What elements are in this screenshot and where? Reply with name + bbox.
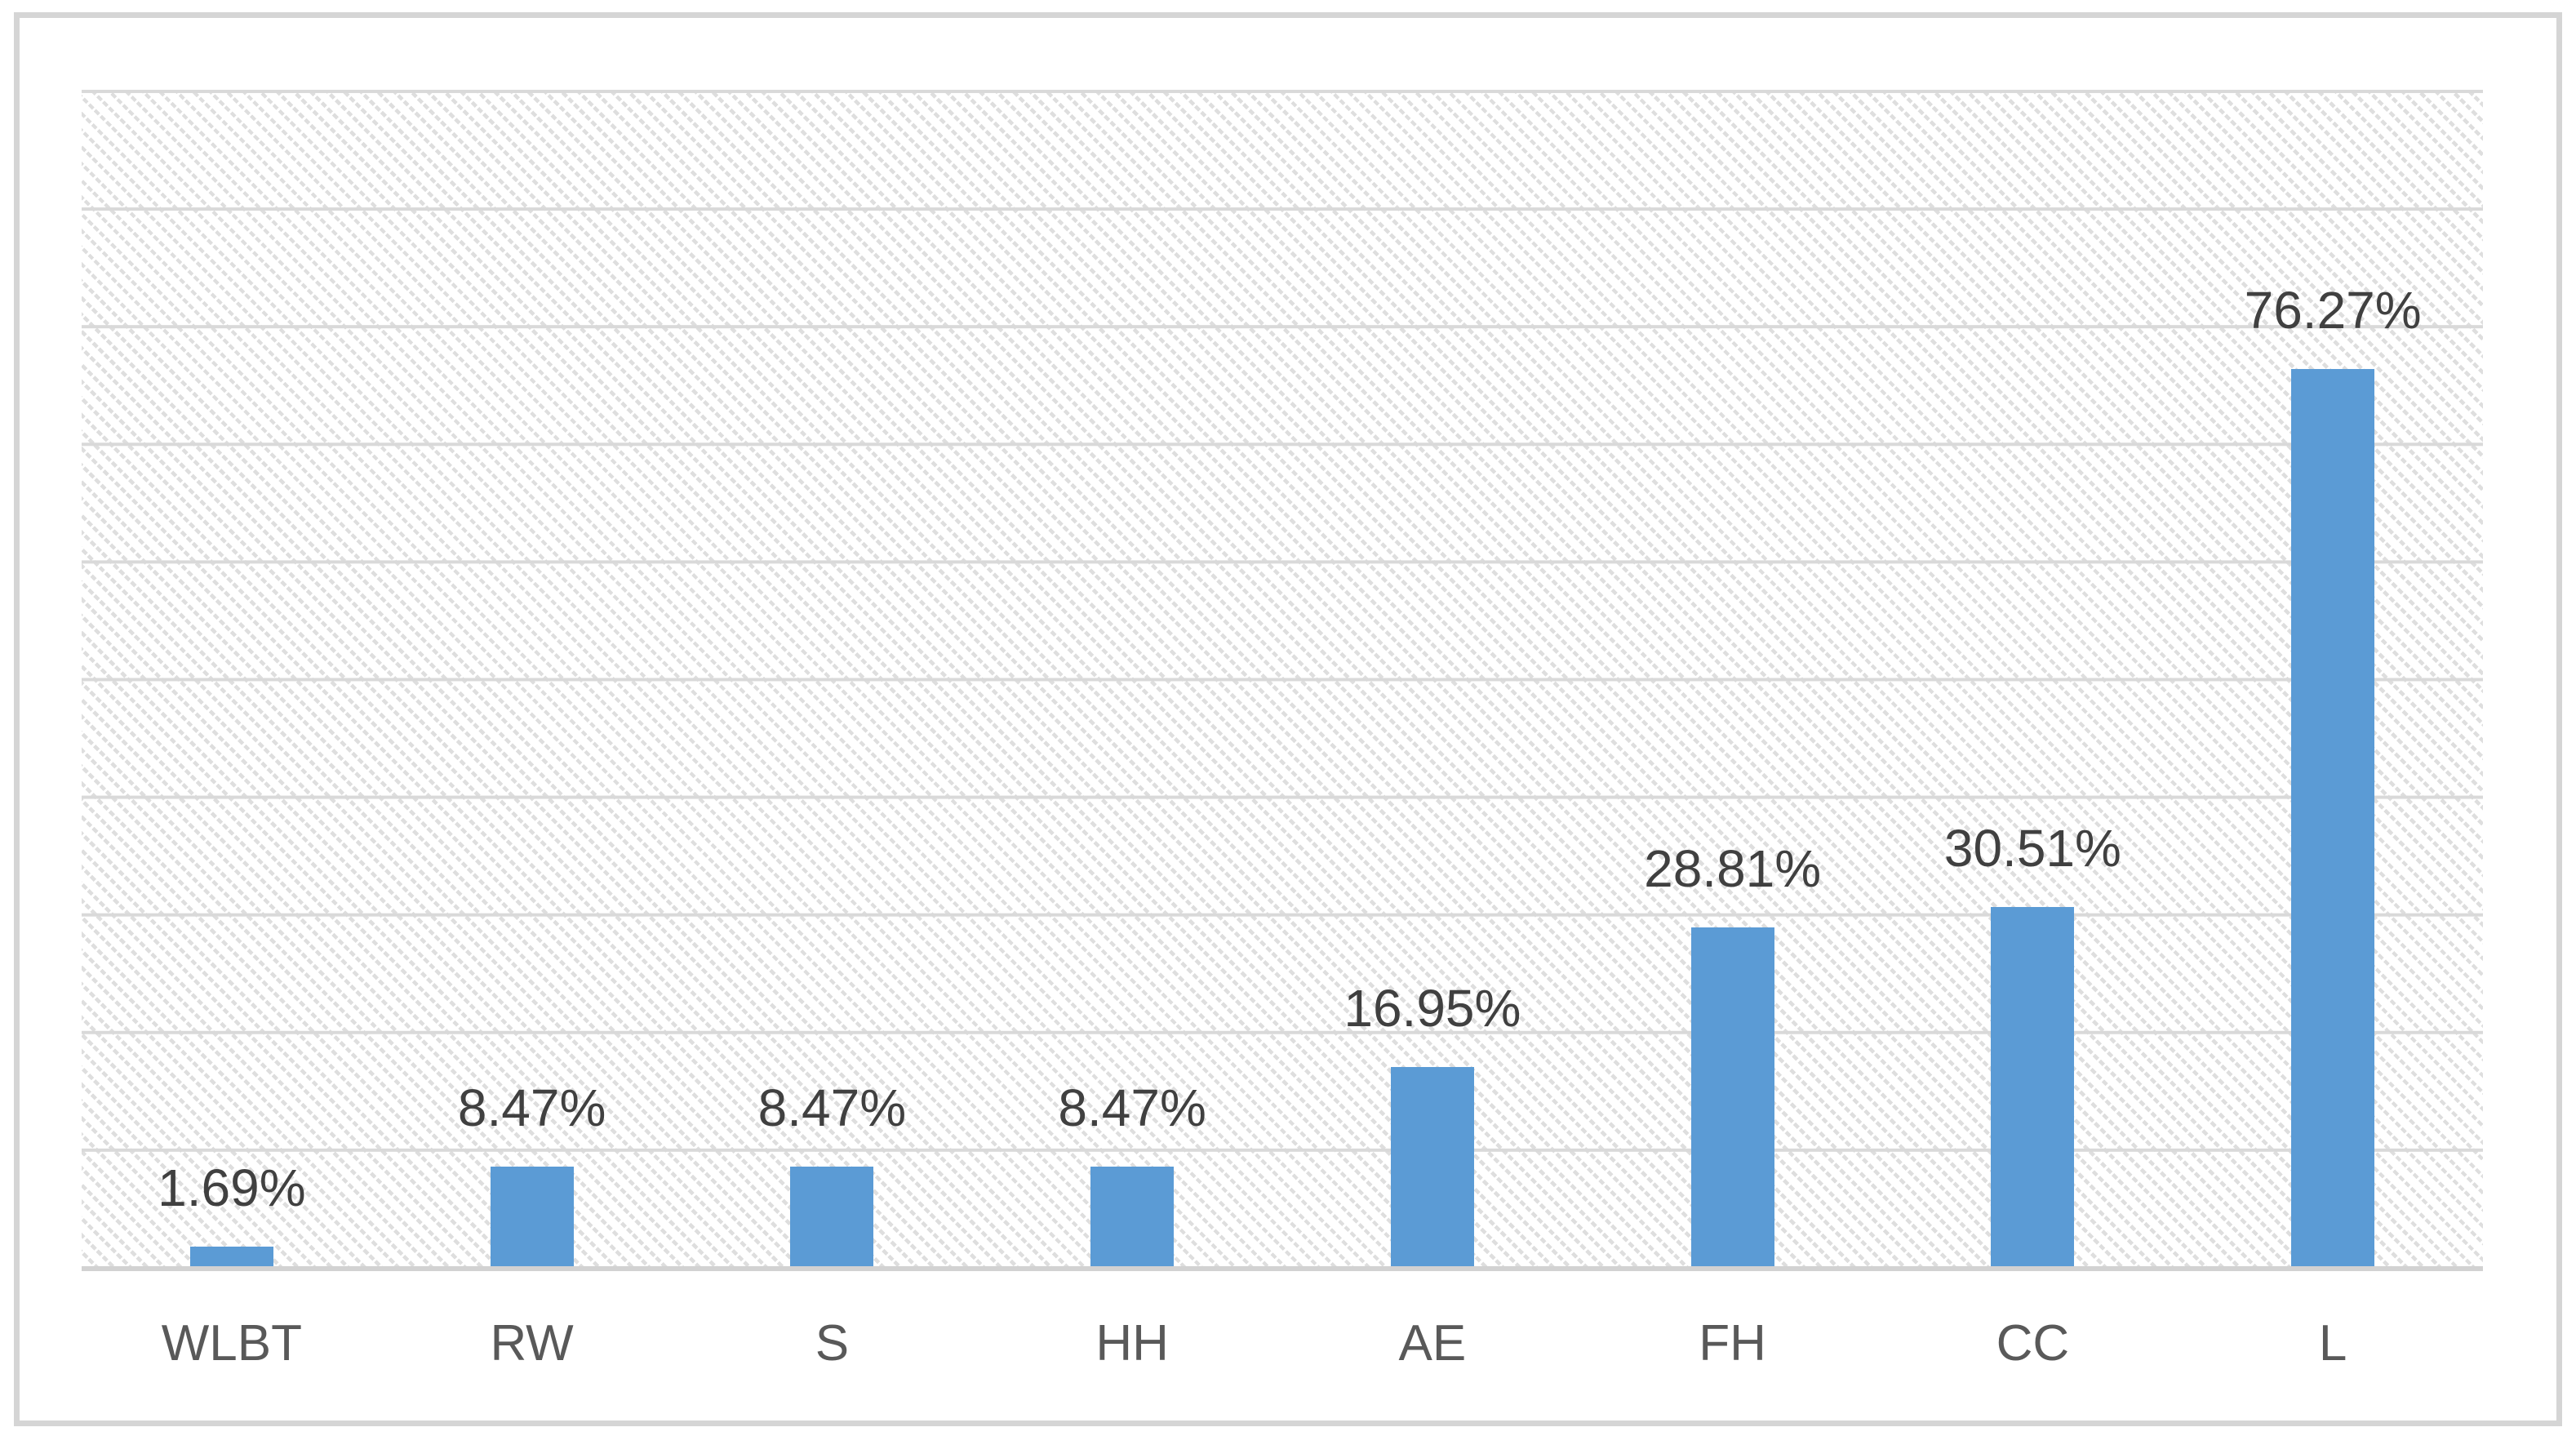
bar-slot: 28.81% (1583, 90, 1883, 1266)
x-axis-labels: WLBT RW S HH AE FH CC L (82, 1276, 2483, 1398)
category-label: L (2318, 1315, 2347, 1372)
category-label: FH (1699, 1315, 1766, 1372)
bars-container: 1.69% 8.47% 8.47% 8.47% 16.95% 28.81% 30… (82, 90, 2483, 1266)
bar (2291, 368, 2375, 1266)
bar-slot: 1.69% (82, 90, 382, 1266)
bar-data-label: 30.51% (1943, 819, 2121, 878)
category-label: CC (1996, 1315, 2070, 1372)
bar (1390, 1066, 1474, 1266)
bar-data-label: 8.47% (1058, 1078, 1206, 1137)
bar-slot: 8.47% (982, 90, 1282, 1266)
bar-data-label: 1.69% (158, 1158, 306, 1217)
plot-area: 1.69% 8.47% 8.47% 8.47% 16.95% 28.81% 30… (82, 90, 2483, 1271)
bar-data-label: 8.47% (457, 1078, 606, 1137)
bar (490, 1166, 574, 1266)
category-label: RW (490, 1315, 574, 1372)
bar-slot: 16.95% (1282, 90, 1583, 1266)
bar-data-label: 28.81% (1644, 838, 1822, 898)
bar-slot: 8.47% (682, 90, 983, 1266)
category-label: AE (1398, 1315, 1467, 1372)
bar-slot: 8.47% (382, 90, 682, 1266)
chart-border (14, 12, 2562, 1426)
bar-data-label: 76.27% (2244, 280, 2422, 340)
bar (790, 1166, 874, 1266)
bar-slot: 30.51% (1883, 90, 2183, 1266)
bar (189, 1246, 273, 1266)
bar-slot: 76.27% (2183, 90, 2483, 1266)
bar-data-label: 16.95% (1344, 978, 1521, 1038)
bar (1690, 927, 1774, 1266)
category-label: WLBT (161, 1315, 302, 1372)
category-label: HH (1095, 1315, 1169, 1372)
bar (1090, 1166, 1175, 1266)
bar-data-label: 8.47% (757, 1078, 907, 1137)
bar (1991, 907, 2075, 1266)
category-label: S (815, 1315, 850, 1372)
